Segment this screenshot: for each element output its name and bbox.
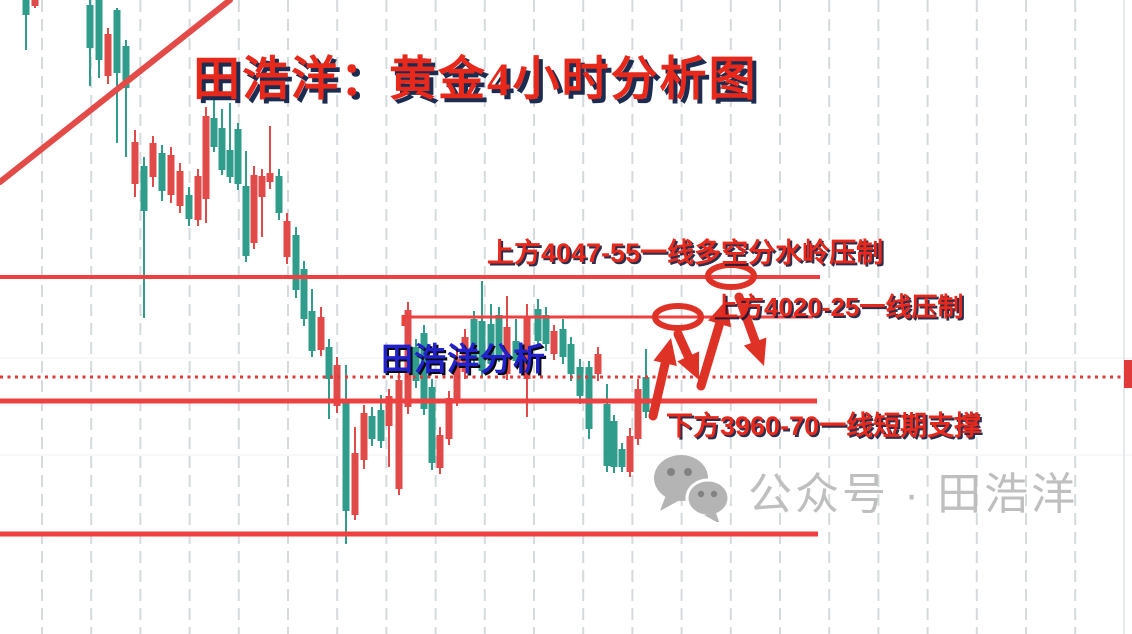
trendline [0, 0, 233, 185]
candle-body [95, 0, 103, 60]
candle-body [503, 327, 511, 374]
candle-body [603, 404, 611, 466]
candle-body [360, 413, 368, 460]
forecast-arrow-shaft-up [696, 309, 727, 391]
candle-body [86, 5, 94, 48]
candle-body [202, 116, 210, 199]
candle-body [461, 337, 469, 372]
candle-body [559, 329, 567, 357]
candle-body [377, 410, 385, 441]
candle-body [185, 195, 193, 219]
candle-body [131, 142, 139, 184]
candle-body [567, 344, 575, 374]
candle-body [104, 34, 112, 76]
candle-body [122, 46, 130, 88]
rejection-ellipse [652, 303, 704, 331]
candle-body [167, 155, 175, 195]
candle-body [594, 354, 602, 374]
candle-body [266, 173, 274, 182]
candle-body [453, 359, 461, 399]
candle-body [149, 143, 157, 177]
candle-body [478, 321, 486, 371]
candle-body [428, 387, 436, 463]
candle-body [470, 319, 478, 359]
candle-body [385, 396, 393, 426]
candle-body [404, 310, 412, 407]
candle-body [194, 176, 202, 220]
forecast-arrowhead-down [743, 337, 767, 366]
candle-body [242, 186, 250, 256]
candle-body [585, 367, 593, 429]
candle-body [258, 176, 266, 197]
candle-body [308, 311, 316, 351]
candle-body [618, 449, 626, 467]
candle-body [226, 150, 234, 177]
candle-body [445, 398, 453, 439]
candle-body [351, 453, 359, 515]
current-price-tag [1124, 360, 1132, 388]
forecast-arrow-shaft-up [648, 349, 672, 421]
candle-body [300, 269, 308, 319]
candle-body [176, 171, 184, 206]
candle-body [292, 235, 300, 290]
candle-body [487, 324, 495, 364]
candle-body [542, 315, 550, 344]
candle-body [534, 309, 542, 341]
candle-body [576, 367, 584, 396]
candle-body [495, 315, 503, 356]
candle-body [317, 317, 325, 350]
candle-body [283, 221, 291, 257]
candle-body [634, 389, 642, 439]
candle-body [210, 118, 218, 147]
candle-body [610, 421, 618, 467]
candle-body [31, 0, 39, 6]
forecast-arrowhead-up [653, 338, 677, 367]
candle-body [234, 129, 242, 184]
candle-body [250, 175, 258, 243]
candle-body [140, 166, 148, 211]
candle-body [275, 176, 283, 213]
candle-body [550, 331, 558, 354]
candle-body [333, 365, 341, 406]
candle-body [395, 380, 403, 489]
candle-body [523, 316, 531, 379]
candle-body [512, 341, 520, 361]
candle-body [642, 377, 650, 412]
candle-body [436, 435, 444, 468]
candle-body [113, 10, 121, 73]
candle-body [325, 347, 333, 379]
candle-body [218, 128, 226, 170]
candle-body [342, 403, 350, 511]
candle-body [412, 347, 420, 381]
candle-body [626, 436, 634, 472]
candle-body [158, 153, 166, 191]
candle-body [368, 416, 376, 439]
forecast-arrowhead-down [677, 351, 700, 380]
rejection-ellipse [705, 262, 757, 290]
candle-body [22, 0, 30, 15]
candle-body [420, 333, 428, 409]
forecast-arrowhead-up [708, 299, 732, 328]
